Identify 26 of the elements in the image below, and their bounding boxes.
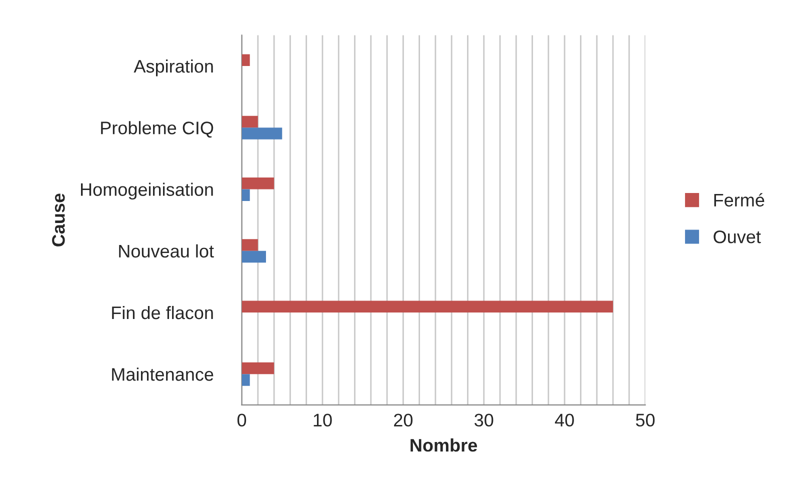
y-tick-label: Fin de flacon [112, 306, 213, 320]
bar [242, 250, 266, 263]
y-tick-label: Aspiration [134, 59, 213, 76]
y-tick-label: Nouveau lot [119, 244, 214, 258]
x-tick-label: 30 [474, 414, 494, 427]
y-tick-label: Homogeinisation [81, 182, 213, 200]
legend-label: Ouvet [714, 230, 761, 244]
bar [242, 54, 250, 66]
bar [242, 128, 282, 140]
x-tick-label: 50 [636, 414, 655, 427]
bar [242, 300, 613, 312]
bar [242, 362, 274, 374]
x-axis-title: Nombre [410, 438, 478, 452]
y-axis-title: Cause [52, 194, 65, 246]
bar [242, 178, 274, 190]
bar [242, 189, 250, 201]
legend-label: Fermé [714, 193, 764, 207]
x-tick-label: 0 [237, 414, 246, 427]
x-tick-label: 10 [314, 414, 332, 427]
x-tick-label: 40 [554, 414, 574, 427]
bar [242, 374, 250, 386]
y-tick-label: Probleme CIQ [101, 121, 214, 138]
bar [242, 116, 258, 128]
x-tick-label: 20 [394, 414, 413, 427]
bar [242, 239, 258, 251]
y-tick-label: Maintenance [112, 368, 214, 381]
